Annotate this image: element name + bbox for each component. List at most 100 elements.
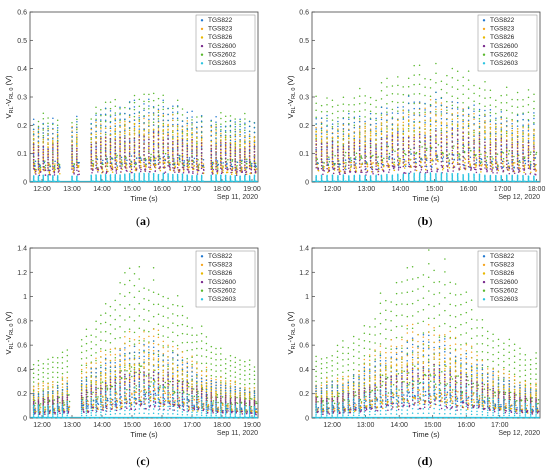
data-point bbox=[191, 127, 193, 130]
data-point bbox=[109, 166, 112, 168]
data-point bbox=[57, 163, 60, 165]
data-point bbox=[101, 167, 103, 169]
data-point bbox=[418, 101, 421, 103]
data-point bbox=[380, 122, 383, 124]
data-point bbox=[104, 127, 107, 130]
data-point bbox=[364, 134, 366, 137]
data-point bbox=[413, 156, 415, 159]
data-point bbox=[181, 114, 184, 116]
data-point bbox=[162, 136, 164, 138]
data-point bbox=[516, 128, 519, 130]
data-point bbox=[402, 121, 405, 124]
data-point bbox=[380, 82, 383, 84]
data-point bbox=[239, 144, 241, 147]
data-point bbox=[167, 165, 169, 167]
data-point bbox=[369, 103, 372, 106]
data-point bbox=[337, 123, 339, 125]
data-point bbox=[124, 112, 126, 115]
data-point bbox=[167, 157, 169, 159]
data-point bbox=[71, 127, 73, 129]
data-point bbox=[402, 112, 404, 114]
data-point bbox=[186, 122, 189, 125]
data-point bbox=[95, 153, 97, 155]
data-point bbox=[76, 149, 78, 151]
data-point bbox=[176, 140, 179, 142]
data-point bbox=[114, 163, 117, 165]
data-point bbox=[44, 160, 46, 162]
data-point bbox=[239, 148, 241, 151]
data-point bbox=[172, 130, 174, 132]
data-point bbox=[253, 148, 256, 150]
data-point bbox=[148, 171, 151, 173]
y-tick-label: 0.4 bbox=[299, 66, 309, 73]
data-point bbox=[402, 93, 405, 96]
data-point bbox=[114, 154, 117, 157]
data-point bbox=[100, 132, 102, 135]
data-point bbox=[42, 174, 44, 176]
data-point bbox=[229, 136, 232, 139]
data-point bbox=[505, 109, 508, 112]
data-point bbox=[229, 158, 232, 161]
data-point bbox=[446, 122, 448, 124]
data-point bbox=[191, 150, 193, 153]
data-point bbox=[239, 118, 241, 121]
data-point bbox=[150, 153, 152, 156]
data-point bbox=[234, 142, 236, 144]
data-point bbox=[210, 134, 212, 137]
data-point bbox=[424, 125, 426, 127]
data-point bbox=[253, 162, 256, 165]
data-point bbox=[210, 167, 212, 169]
data-point bbox=[95, 125, 97, 127]
data-point bbox=[52, 168, 54, 170]
data-point bbox=[473, 108, 475, 110]
data-point bbox=[337, 110, 339, 113]
data-point bbox=[239, 164, 241, 167]
data-point bbox=[230, 173, 233, 175]
data-point bbox=[181, 120, 184, 122]
data-point bbox=[105, 164, 107, 166]
data-point bbox=[176, 148, 179, 150]
data-point bbox=[172, 140, 174, 143]
data-point bbox=[386, 86, 388, 88]
data-point bbox=[100, 114, 102, 117]
data-point bbox=[315, 118, 317, 120]
data-point bbox=[326, 114, 328, 117]
data-point bbox=[236, 172, 238, 174]
data-point bbox=[337, 135, 339, 137]
data-point bbox=[32, 145, 35, 147]
data-point bbox=[380, 112, 383, 115]
data-point bbox=[56, 148, 59, 151]
data-point bbox=[315, 134, 317, 137]
data-point bbox=[495, 147, 497, 149]
data-point bbox=[380, 133, 383, 135]
data-point bbox=[162, 149, 165, 152]
data-point bbox=[491, 160, 493, 162]
data-point bbox=[513, 167, 515, 169]
data-point bbox=[138, 146, 141, 148]
data-point bbox=[76, 128, 78, 131]
data-point bbox=[100, 113, 102, 116]
data-point bbox=[200, 138, 203, 140]
data-point bbox=[138, 165, 141, 167]
data-point bbox=[200, 114, 203, 117]
data-point bbox=[533, 93, 535, 96]
data-point bbox=[244, 150, 246, 153]
data-point bbox=[181, 159, 184, 162]
data-point bbox=[47, 127, 49, 130]
data-point bbox=[181, 142, 184, 144]
data-point bbox=[435, 102, 437, 104]
data-point bbox=[337, 104, 339, 106]
data-point bbox=[53, 169, 56, 171]
data-point bbox=[440, 97, 443, 99]
data-point bbox=[52, 165, 54, 167]
data-point bbox=[215, 160, 217, 162]
data-point bbox=[191, 149, 193, 151]
data-point bbox=[39, 168, 42, 170]
data-point bbox=[323, 165, 325, 168]
data-point bbox=[484, 81, 486, 83]
data-point bbox=[143, 107, 145, 110]
data-point bbox=[220, 148, 222, 150]
data-point bbox=[138, 128, 141, 130]
data-point bbox=[253, 122, 256, 124]
data-point bbox=[191, 110, 193, 113]
